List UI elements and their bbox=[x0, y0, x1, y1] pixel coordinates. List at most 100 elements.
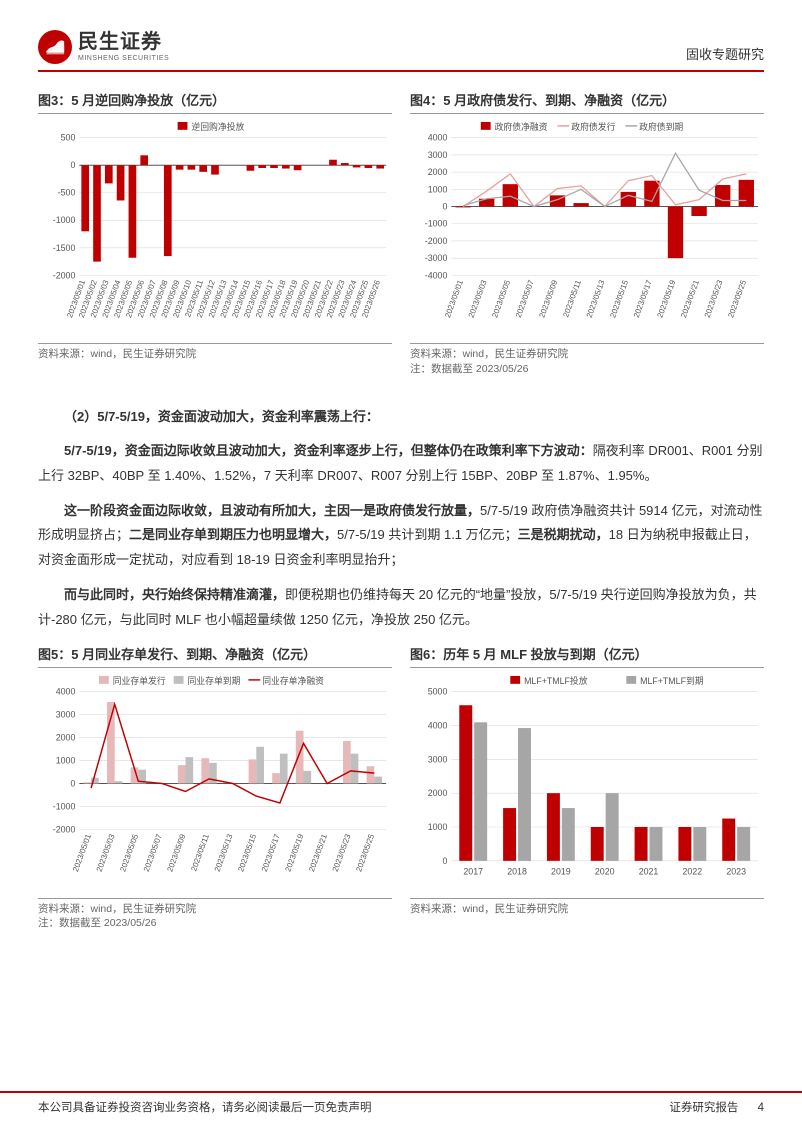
svg-text:4000: 4000 bbox=[428, 721, 448, 731]
chart4-source-text: 资料来源：wind，民生证券研究院 bbox=[410, 348, 568, 360]
svg-text:2023/05/07: 2023/05/07 bbox=[514, 279, 536, 319]
svg-text:2023: 2023 bbox=[726, 867, 746, 877]
chart3-title: 图3：5 月逆回购净投放（亿元） bbox=[38, 90, 392, 114]
svg-text:2023/05/17: 2023/05/17 bbox=[260, 833, 282, 873]
chart5-title: 图5：5 月同业存单发行、到期、净融资（亿元） bbox=[38, 644, 392, 668]
svg-text:2023/05/11: 2023/05/11 bbox=[561, 279, 583, 319]
charts-row-2: 图5：5 月同业存单发行、到期、净融资（亿元） -2000-1000010002… bbox=[38, 644, 764, 931]
page-header: 民生证券 MINSHENG SECURITIES 固收专题研究 bbox=[38, 30, 764, 72]
svg-text:2020: 2020 bbox=[595, 867, 615, 877]
svg-text:1000: 1000 bbox=[428, 184, 448, 194]
svg-text:2018: 2018 bbox=[507, 867, 527, 877]
svg-text:5000: 5000 bbox=[428, 687, 448, 697]
svg-text:MLF+TMLF到期: MLF+TMLF到期 bbox=[640, 676, 704, 686]
svg-text:-500: -500 bbox=[58, 188, 76, 198]
svg-text:2023/05/19: 2023/05/19 bbox=[655, 279, 677, 319]
svg-text:2000: 2000 bbox=[428, 167, 448, 177]
chart6-title: 图6：历年 5 月 MLF 投放与到期（亿元） bbox=[410, 644, 764, 668]
chart6-source: 资料来源：wind，民生证券研究院 bbox=[410, 898, 764, 917]
svg-text:2023/05/09: 2023/05/09 bbox=[537, 279, 559, 319]
svg-text:2000: 2000 bbox=[428, 788, 448, 798]
svg-text:500: 500 bbox=[61, 133, 76, 143]
svg-text:2023/05/13: 2023/05/13 bbox=[585, 278, 607, 319]
svg-text:2023/05/15: 2023/05/15 bbox=[236, 832, 258, 873]
chart4-svg: -4000 -3000 -2000 -1000 0 1000 2000 3000 4000 政府债… bbox=[410, 120, 764, 336]
svg-text:2023/05/23: 2023/05/23 bbox=[331, 832, 353, 873]
svg-text:3000: 3000 bbox=[428, 150, 448, 160]
svg-text:-1000: -1000 bbox=[53, 215, 76, 225]
p2c: 二是同业存单到期压力也明显增大， bbox=[129, 527, 337, 542]
svg-text:0: 0 bbox=[442, 201, 447, 211]
p1a: 5/7-5/19，资金面边际收敛且波动加大，资金利率逐步上行，但整体仍在政策利率… bbox=[64, 443, 593, 458]
svg-text:同业存单到期: 同业存单到期 bbox=[187, 675, 240, 686]
svg-text:-2000: -2000 bbox=[53, 270, 76, 280]
svg-text:-1000: -1000 bbox=[425, 219, 448, 229]
footer-left: 本公司具备证券投资咨询业务资格，请务必阅读最后一页免责声明 bbox=[38, 1099, 372, 1115]
svg-text:-2000: -2000 bbox=[425, 236, 448, 246]
svg-text:2023/05/01: 2023/05/01 bbox=[71, 833, 93, 873]
logo-icon bbox=[38, 30, 72, 64]
svg-text:2023/05/23: 2023/05/23 bbox=[703, 278, 725, 319]
svg-text:同业存单发行: 同业存单发行 bbox=[113, 675, 166, 686]
chart3-svg: -2000-1500-1000-5000500逆回购净投放2023/05/012… bbox=[38, 120, 392, 336]
svg-text:政府债到期: 政府债到期 bbox=[639, 121, 683, 132]
charts-row-1: 图3：5 月逆回购净投放（亿元） -2000 -1500 -1000 -500 0 500… bbox=[38, 90, 764, 377]
svg-text:-1500: -1500 bbox=[53, 243, 76, 253]
svg-text:0: 0 bbox=[70, 160, 75, 170]
svg-text:2023/05/17: 2023/05/17 bbox=[632, 279, 654, 319]
svg-text:2023/05/05: 2023/05/05 bbox=[490, 278, 512, 319]
svg-text:1000: 1000 bbox=[56, 756, 76, 766]
footer-right: 证券研究报告 bbox=[669, 1102, 738, 1114]
svg-text:1000: 1000 bbox=[428, 822, 448, 832]
svg-text:2023/05/05: 2023/05/05 bbox=[118, 832, 140, 873]
svg-text:3000: 3000 bbox=[428, 755, 448, 765]
svg-text:-4000: -4000 bbox=[425, 270, 448, 280]
svg-text:2000: 2000 bbox=[56, 733, 76, 743]
page-footer: 本公司具备证券投资咨询业务资格，请务必阅读最后一页免责声明 证券研究报告 4 bbox=[0, 1091, 802, 1115]
chart3-block: 图3：5 月逆回购净投放（亿元） -2000 -1500 -1000 -500 0 500… bbox=[38, 90, 392, 377]
svg-text:逆回购净投放: 逆回购净投放 bbox=[191, 121, 244, 132]
svg-text:同业存单净融资: 同业存单净融资 bbox=[262, 675, 324, 686]
p2e: 三是税期扰动， bbox=[518, 527, 609, 542]
p2d: 5/7-5/19 共计到期 1.1 万亿元； bbox=[337, 527, 518, 542]
chart4-source: 资料来源：wind，民生证券研究院 注：数据截至 2023/05/26 bbox=[410, 343, 764, 376]
svg-text:MLF+TMLF投放: MLF+TMLF投放 bbox=[524, 675, 588, 686]
chart5-svg: -2000-100001000200030004000同业存单发行同业存单到期同… bbox=[38, 674, 392, 890]
svg-text:2019: 2019 bbox=[551, 867, 571, 877]
logo-text-cn: 民生证券 bbox=[78, 32, 169, 52]
svg-text:4000: 4000 bbox=[56, 687, 76, 697]
svg-text:2023/05/15: 2023/05/15 bbox=[608, 278, 630, 319]
svg-text:2023/05/21: 2023/05/21 bbox=[679, 279, 701, 319]
svg-text:2017: 2017 bbox=[463, 867, 483, 877]
chart3-source: 资料来源：wind，民生证券研究院 bbox=[38, 343, 392, 362]
svg-text:2023/05/01: 2023/05/01 bbox=[443, 279, 465, 319]
p3a: 而与此同时，央行始终保持精准滴灌， bbox=[64, 587, 285, 602]
svg-text:0: 0 bbox=[442, 856, 447, 866]
svg-text:2023/05/25: 2023/05/25 bbox=[354, 832, 376, 873]
svg-text:2023/05/11: 2023/05/11 bbox=[189, 833, 211, 873]
chart5-source: 资料来源：wind，民生证券研究院 注：数据截至 2023/05/26 bbox=[38, 898, 392, 931]
svg-text:2023/05/21: 2023/05/21 bbox=[307, 833, 329, 873]
svg-text:政府债发行: 政府债发行 bbox=[571, 121, 615, 132]
chart5-source-note: 注：数据截至 2023/05/26 bbox=[38, 917, 156, 929]
svg-text:0: 0 bbox=[70, 779, 75, 789]
chart6-block: 图6：历年 5 月 MLF 投放与到期（亿元） 0 1000 2000 3000 400… bbox=[410, 644, 764, 931]
chart5-block: 图5：5 月同业存单发行、到期、净融资（亿元） -2000-1000010002… bbox=[38, 644, 392, 931]
page-number: 4 bbox=[758, 1102, 764, 1114]
svg-text:-3000: -3000 bbox=[425, 253, 448, 263]
svg-text:2023/05/03: 2023/05/03 bbox=[95, 832, 117, 873]
svg-text:4000: 4000 bbox=[428, 133, 448, 143]
svg-text:2023/05/07: 2023/05/07 bbox=[142, 833, 164, 873]
chart4-title: 图4：5 月政府债发行、到期、净融资（亿元） bbox=[410, 90, 764, 114]
svg-text:2021: 2021 bbox=[639, 867, 659, 877]
chart4-source-note: 注：数据截至 2023/05/26 bbox=[410, 363, 528, 375]
svg-text:2023/05/13: 2023/05/13 bbox=[213, 832, 235, 873]
body-heading: （2）5/7-5/19，资金面波动加大，资金利率震荡上行： bbox=[64, 409, 379, 424]
chart4-block: 图4：5 月政府债发行、到期、净融资（亿元） -4000 -3000 -2000 -1… bbox=[410, 90, 764, 377]
logo-block: 民生证券 MINSHENG SECURITIES bbox=[38, 30, 169, 64]
svg-text:-1000: -1000 bbox=[53, 802, 76, 812]
svg-text:2023/05/09: 2023/05/09 bbox=[165, 833, 187, 873]
body-text: （2）5/7-5/19，资金面波动加大，资金利率震荡上行： 5/7-5/19，资… bbox=[38, 405, 764, 633]
doc-type-label: 固收专题研究 bbox=[686, 30, 764, 63]
svg-text:2022: 2022 bbox=[683, 867, 703, 877]
